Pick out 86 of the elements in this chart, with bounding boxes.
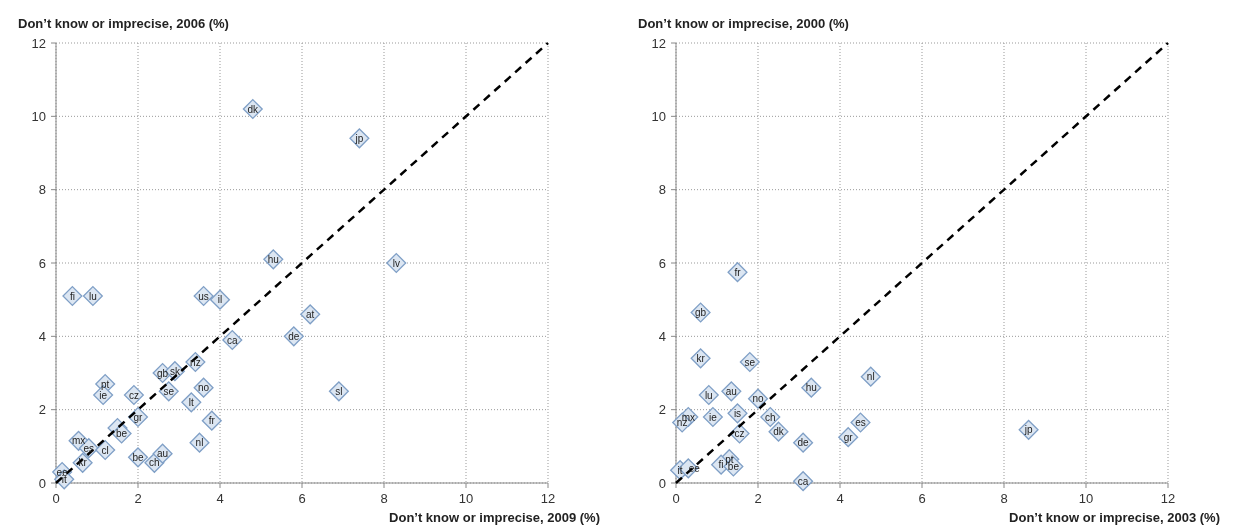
x-tick-label: 8: [380, 491, 388, 506]
annotation: cz: [128, 389, 139, 401]
x-tick-label: 2: [134, 491, 142, 506]
y-tick-label: 8: [38, 182, 46, 198]
annotation: lu: [89, 290, 97, 302]
annotation: pt: [101, 378, 110, 390]
y-tick-label: 0: [38, 475, 46, 491]
annotation: kr: [696, 352, 706, 364]
annotation: nl: [866, 371, 875, 383]
annotation: at: [306, 308, 315, 320]
x-tick-label: 12: [1160, 491, 1176, 506]
x-tick-label: 8: [1000, 491, 1008, 506]
x-axis-title: Don’t know or imprecise, 2009 (%): [389, 510, 600, 525]
annotation: no: [198, 382, 210, 394]
y-tick-label: 0: [658, 475, 666, 491]
annotation: ca: [797, 475, 809, 487]
annotation: dk: [247, 103, 260, 115]
y-tick-label: 6: [38, 255, 46, 271]
x-tick-label: 2: [754, 491, 762, 506]
annotation: au: [157, 448, 169, 460]
x-tick-label: 0: [52, 491, 60, 506]
annotation: be: [132, 451, 144, 463]
annotation: se: [744, 356, 756, 368]
y-axis-title: Don’t know or imprecise, 2000 (%): [638, 16, 849, 31]
annotation: dk: [773, 426, 785, 438]
annotation: ca: [227, 334, 239, 346]
x-tick-label: 4: [836, 491, 844, 506]
x-tick-label: 6: [298, 491, 306, 506]
y-tick-label: 2: [658, 402, 666, 418]
annotation: gr: [843, 431, 854, 443]
y-tick-label: 4: [38, 328, 46, 344]
annotation: ie: [709, 411, 718, 423]
annotation: lv: [392, 257, 400, 269]
annotation: no: [752, 393, 764, 405]
annotation: nl: [195, 437, 204, 449]
annotation: au: [725, 385, 737, 397]
x-tick-label: 12: [540, 491, 556, 506]
annotation: cl: [101, 444, 109, 456]
annotation: ch: [765, 411, 776, 423]
x-tick-label: 6: [918, 491, 926, 506]
x-tick-label: 10: [458, 491, 474, 506]
annotation: is: [733, 407, 742, 419]
annotation: it: [677, 464, 683, 476]
y-tick-label: 10: [651, 108, 666, 124]
annotation: be: [116, 428, 128, 439]
annotation: nz: [190, 356, 201, 368]
y-tick-label: 12: [651, 35, 666, 51]
y-axis-title: Don’t know or imprecise, 2006 (%): [18, 16, 229, 31]
annotation: fi: [69, 290, 75, 302]
annotation: gb: [695, 307, 707, 318]
annotation: us: [198, 290, 209, 302]
annotation: de: [288, 330, 300, 342]
y-tick-label: 4: [658, 328, 666, 344]
x-tick-label: 10: [1078, 491, 1094, 506]
annotation: lu: [704, 389, 713, 401]
annotation: de: [797, 437, 810, 449]
annotation: fi: [718, 459, 724, 471]
annotation: kr: [78, 457, 88, 469]
y-tick-label: 12: [31, 35, 46, 51]
y-tick-label: 10: [31, 108, 46, 124]
y-tick-label: 8: [658, 182, 666, 198]
annotation: lt: [188, 396, 195, 408]
x-tick-label: 0: [672, 491, 680, 506]
annotation: fr: [734, 266, 742, 278]
annotation: gr: [133, 411, 144, 423]
annotation: se: [163, 385, 175, 397]
annotation: mx: [71, 435, 86, 447]
annotation: sk: [169, 365, 181, 377]
annotation: il: [217, 294, 223, 306]
annotation: fr: [208, 415, 216, 427]
annotation: jp: [1023, 424, 1033, 436]
annotation: ch: [149, 457, 160, 469]
x-axis-title: Don’t know or imprecise, 2003 (%): [1009, 510, 1220, 525]
annotation: ie: [99, 389, 108, 401]
annotation: es: [83, 442, 95, 454]
annotation: sl: [335, 385, 343, 397]
y-tick-label: 2: [38, 402, 46, 418]
annotation: hu: [805, 382, 817, 394]
annotation: hu: [267, 253, 279, 265]
annotation: es: [855, 417, 866, 428]
y-tick-label: 6: [658, 255, 666, 271]
annotation: jp: [354, 132, 364, 144]
annotation: gb: [157, 367, 169, 379]
annotation: cz: [734, 428, 745, 439]
x-tick-label: 4: [216, 491, 224, 506]
annotation: ee: [688, 462, 701, 474]
